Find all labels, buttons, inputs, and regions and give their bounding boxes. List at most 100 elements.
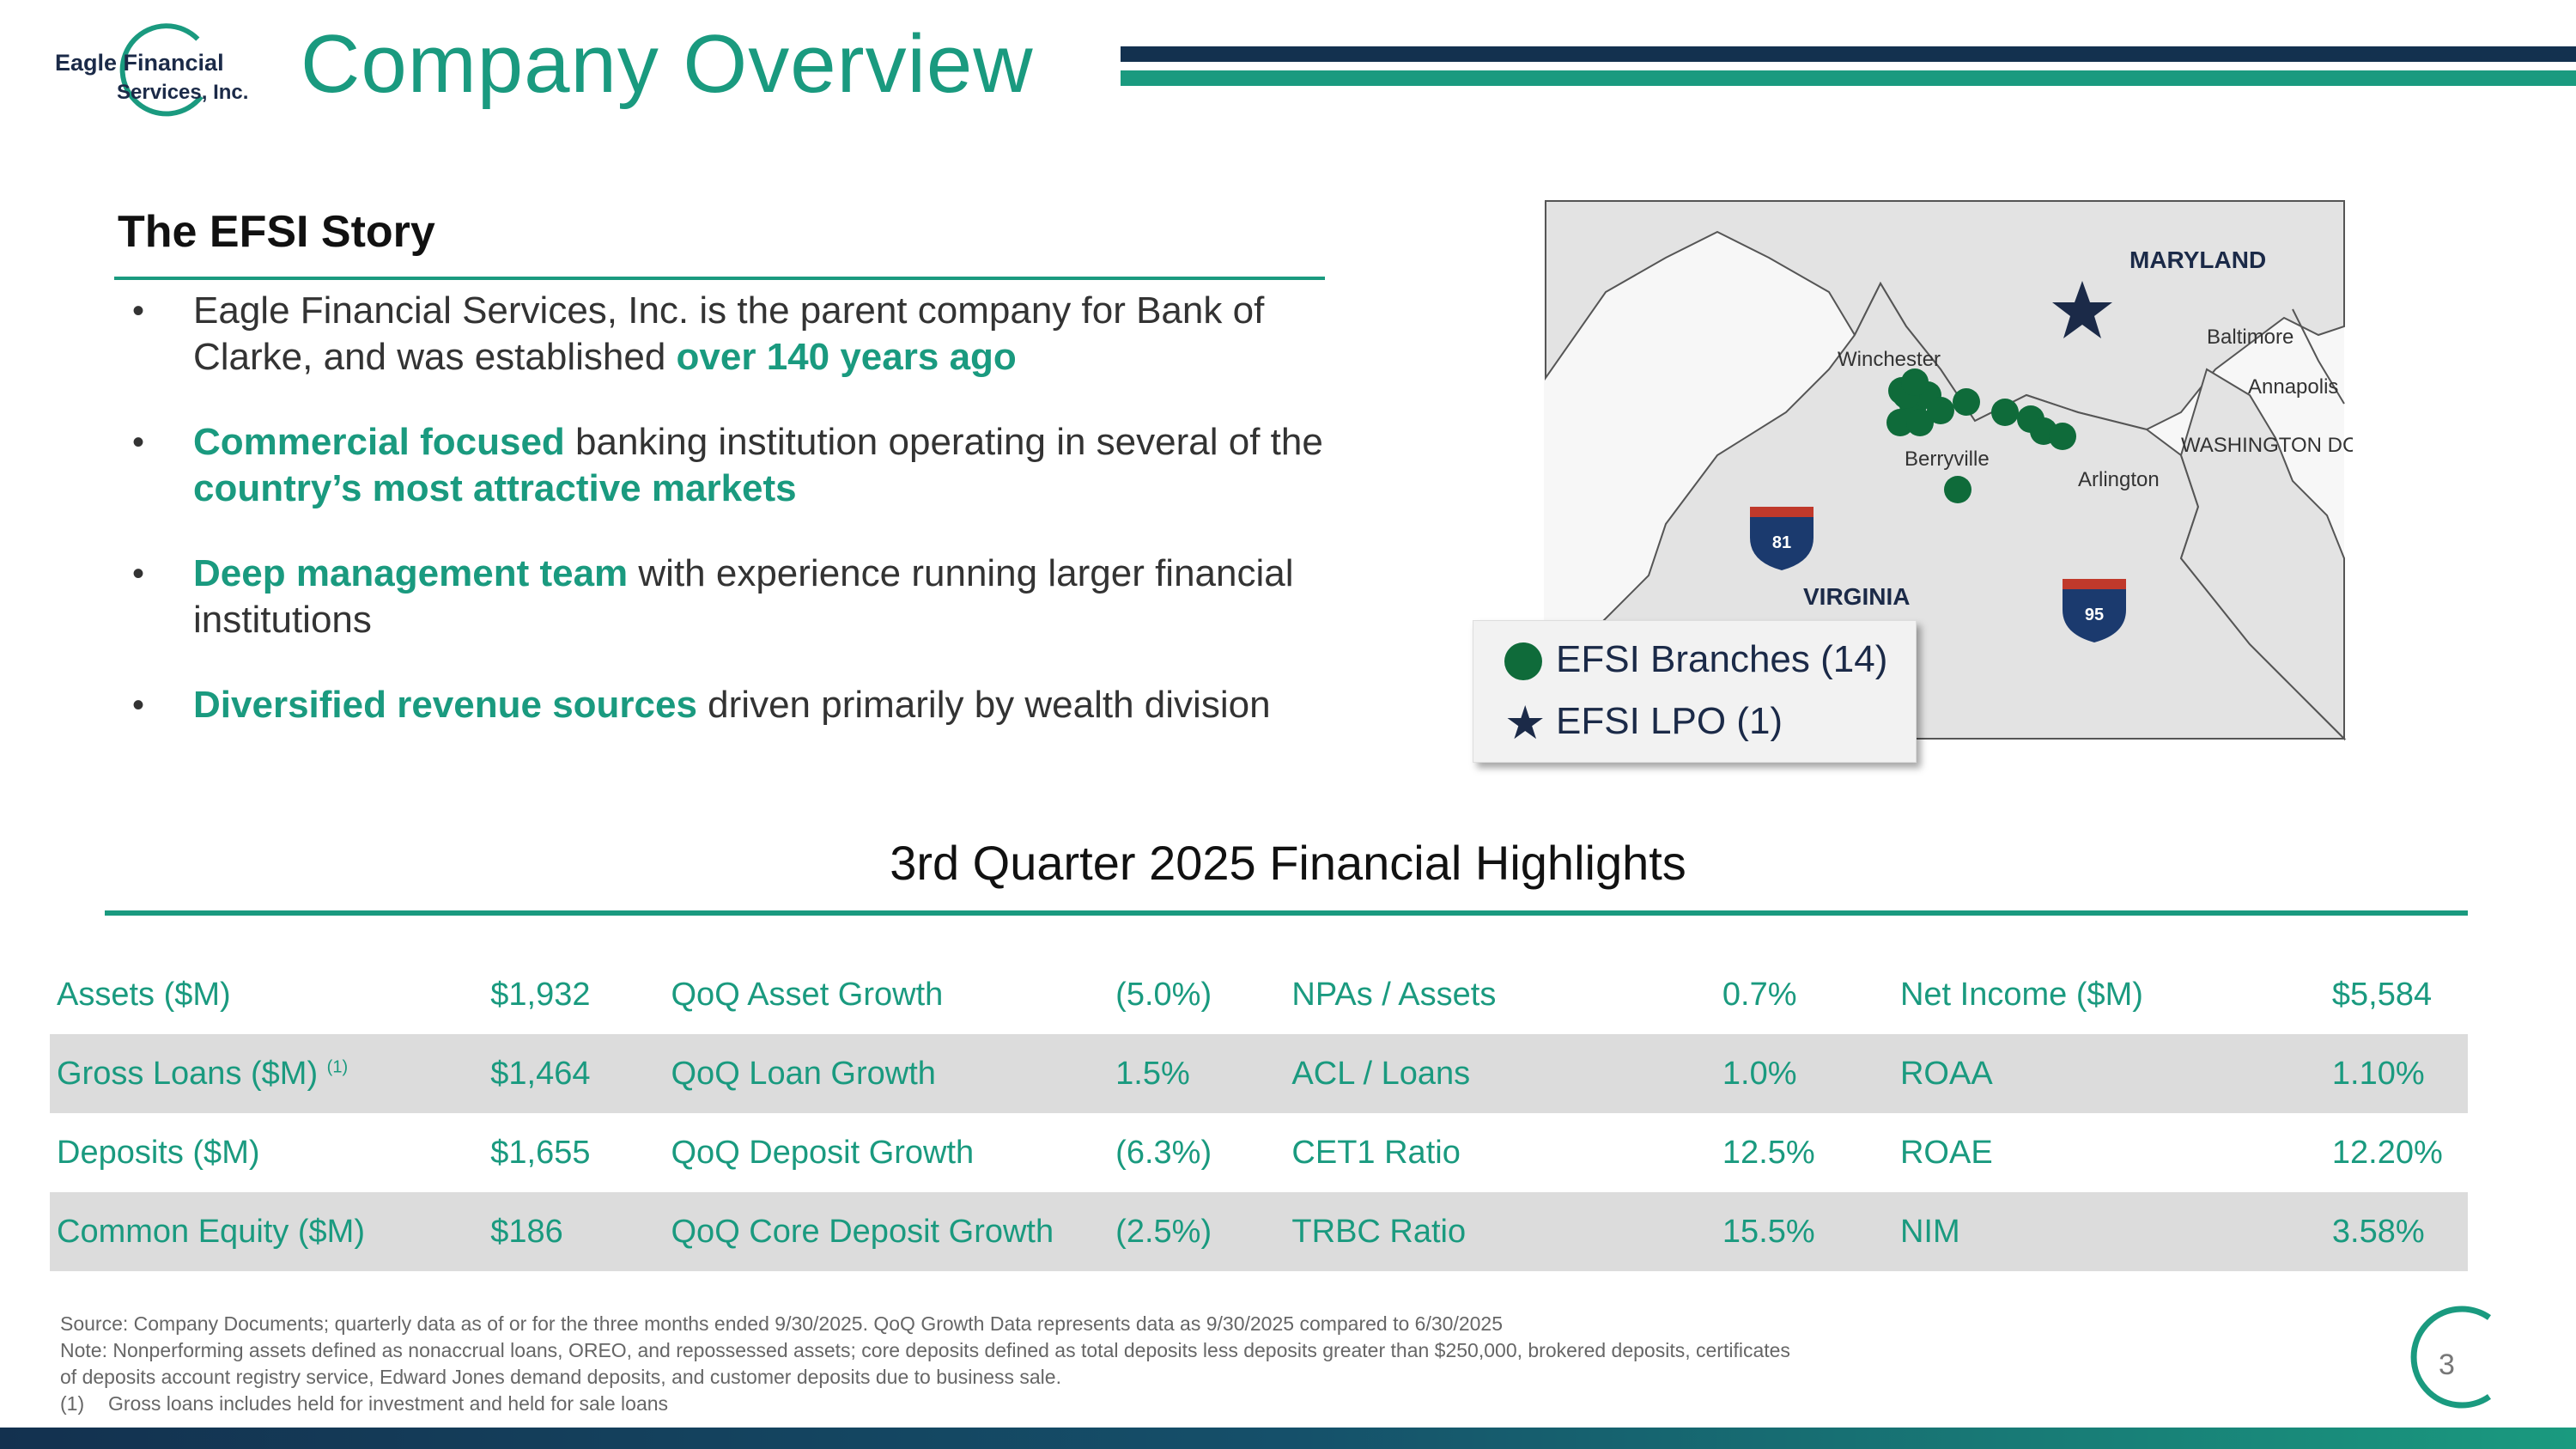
branch-marker (2049, 423, 2076, 450)
metric-label: ROAE (1899, 1134, 1993, 1171)
branch-marker (1953, 388, 1980, 416)
metric-value: $5,584 (2331, 976, 2433, 1013)
label-virginia: VIRGINIA (1803, 583, 1910, 610)
lpo-star-icon (2052, 281, 2112, 338)
page-number: 3 (2439, 1349, 2455, 1381)
eastern-shore-region (2179, 368, 2345, 741)
table-row: Common Equity ($M) $186 QoQ Core Deposit… (50, 1192, 2468, 1271)
highlights-divider (105, 910, 2468, 916)
metric-value: 1.5% (1115, 1034, 1285, 1113)
bullet-highlight: Deep management team (193, 552, 629, 594)
bullet-history: Eagle Financial Services, Inc. is the pa… (129, 288, 1331, 381)
metric-value: $1,655 (490, 1134, 591, 1171)
footnote-ref: (1) (60, 1392, 85, 1415)
label-washington-dc: WASHINGTON DC (2181, 434, 2353, 457)
story-title: The EFSI Story (118, 207, 435, 257)
legend-branches-label: EFSI Branches (14) (1556, 638, 1888, 680)
definitions-note: Note: Nonperforming assets defined as no… (60, 1339, 1790, 1361)
bullet-text: Eagle Financial Services, Inc. is the pa… (193, 289, 1265, 378)
branch-marker (1944, 476, 1971, 503)
branch-marker (1886, 409, 1914, 436)
metric-label: QoQ Asset Growth (671, 976, 944, 1013)
logo-line-1: Eagle Financial (55, 50, 224, 76)
table-row: Gross Loans ($M) (1) $1,464 QoQ Loan Gro… (50, 1034, 2468, 1113)
metric-label: Assets ($M) (57, 976, 231, 1013)
metric-value: $186 (490, 1192, 665, 1271)
highlights-title: 3rd Quarter 2025 Financial Highlights (890, 836, 1686, 890)
logo-arc-icon (119, 23, 204, 117)
source-note: Source: Company Documents; quarterly dat… (60, 1312, 1503, 1335)
header-rule-dark (1121, 46, 2576, 62)
metric-value: 12.5% (1722, 1134, 1815, 1171)
company-logo: Eagle Financial Services, Inc. (52, 15, 275, 127)
metric-label: Common Equity ($M) (50, 1192, 491, 1271)
table-row: Assets ($M) $1,932 QoQ Asset Growth (5.0… (50, 955, 2468, 1034)
bullet-commercial: Commercial focused banking institution o… (129, 419, 1331, 512)
metric-value: $1,464 (490, 1034, 665, 1113)
financial-highlights-table: Assets ($M) $1,932 QoQ Asset Growth (5.0… (50, 955, 2468, 1271)
story-bullets: Eagle Financial Services, Inc. is the pa… (129, 288, 1331, 767)
label-arlington: Arlington (2078, 468, 2160, 491)
legend-branches: EFSI Branches (14) (1504, 638, 1887, 681)
metric-value: (5.0%) (1115, 976, 1212, 1013)
branch-marker (1906, 409, 1934, 436)
metric-value: (6.3%) (1115, 1134, 1212, 1171)
branch-marker (1927, 397, 1954, 424)
interstate-81-shield: 81 (1750, 507, 1814, 570)
definitions-note-cont: of deposits account registry service, Ed… (60, 1366, 1061, 1388)
footnote-text: Gross loans includes held for investment… (108, 1392, 669, 1415)
i81-label: 81 (1772, 533, 1791, 552)
legend-lpo-label: EFSI LPO (1) (1556, 700, 1783, 742)
i95-label: 95 (2085, 606, 2104, 624)
metric-label: QoQ Deposit Growth (671, 1134, 975, 1171)
bullet-management: Deep management team with experience run… (129, 551, 1331, 643)
metric-label: TRBC Ratio (1285, 1192, 1722, 1271)
page-title: Company Overview (301, 18, 1034, 110)
metric-value: 1.10% (2331, 1034, 2468, 1113)
metric-label: QoQ Core Deposit Growth (664, 1192, 1116, 1271)
metric-value: (2.5%) (1115, 1192, 1285, 1271)
bullet-highlight: Diversified revenue sources (193, 684, 697, 726)
story-divider (114, 277, 1325, 280)
metric-label-text: Gross Loans ($M) (57, 1055, 319, 1092)
branch-marker (1991, 399, 2019, 426)
bullet-text: driven primarily by wealth division (696, 684, 1271, 726)
metric-value: $1,932 (490, 976, 591, 1013)
footnote-1: (1) Gross loans includes held for investm… (60, 1391, 2155, 1417)
label-annapolis: Annapolis (2248, 375, 2338, 399)
metric-value: 0.7% (1722, 976, 1797, 1013)
label-maryland: MARYLAND (2129, 247, 2266, 273)
footnote-marker: (1) (326, 1056, 349, 1076)
map-legend: EFSI Branches (14) ★ EFSI LPO (1) (1473, 620, 1917, 763)
bay-shoreline (2292, 308, 2345, 405)
metric-value: 1.0% (1722, 1034, 1893, 1113)
footnotes: Source: Company Documents; quarterly dat… (60, 1311, 2155, 1417)
bullet-revenue: Diversified revenue sources driven prima… (129, 682, 1331, 728)
header-rule-teal (1121, 70, 2576, 86)
metric-value: 12.20% (2331, 1134, 2443, 1171)
bullet-highlight: over 140 years ago (676, 336, 1017, 378)
star-icon: ★ (1504, 697, 1546, 750)
branch-dot-icon (1504, 642, 1542, 681)
footer-bar (0, 1428, 2576, 1449)
metric-label: Gross Loans ($M) (1) (50, 1034, 491, 1113)
branch-marker (1901, 368, 1929, 396)
logo-line-2: Services, Inc. (117, 81, 249, 104)
metric-value: 3.58% (2331, 1192, 2468, 1271)
label-baltimore: Baltimore (2207, 326, 2293, 349)
metric-label: ACL / Loans (1285, 1034, 1722, 1113)
bullet-highlight: Commercial focused (193, 421, 565, 463)
bullet-text: with experience running larger financial… (193, 552, 1294, 641)
label-berryville: Berryville (1905, 447, 1990, 471)
metric-label: QoQ Loan Growth (664, 1034, 1116, 1113)
branch-markers (1886, 368, 2076, 503)
table-row: Deposits ($M) $1,655 QoQ Deposit Growth … (50, 1113, 2468, 1192)
metric-label: Deposits ($M) (57, 1134, 260, 1171)
metric-label: NIM (1893, 1192, 2332, 1271)
metric-label: CET1 Ratio (1291, 1134, 1461, 1171)
metric-label: ROAA (1893, 1034, 2332, 1113)
metric-label: Net Income ($M) (1899, 976, 2143, 1013)
legend-lpo: ★ EFSI LPO (1) (1504, 697, 1783, 750)
page-number-arc-icon (2410, 1306, 2491, 1409)
label-winchester: Winchester (1838, 348, 1941, 371)
